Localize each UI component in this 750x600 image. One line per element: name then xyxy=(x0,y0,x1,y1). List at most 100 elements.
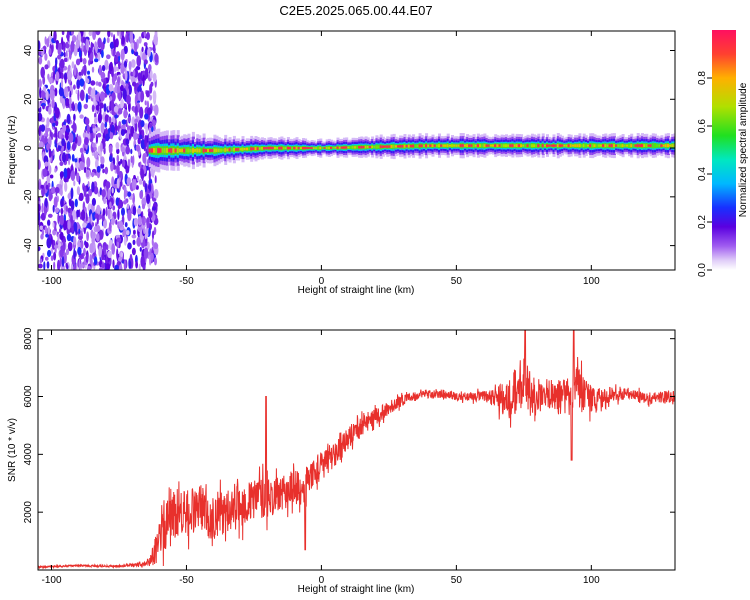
spectrogram-cell xyxy=(621,144,625,147)
spectrogram-cell xyxy=(127,116,131,122)
spectrogram-cell xyxy=(110,217,115,225)
spectrogram-cell xyxy=(99,102,104,109)
spectrogram-cell xyxy=(113,76,116,86)
spectrogram-cell xyxy=(91,181,95,193)
spectrogram-cell xyxy=(120,64,124,69)
spectrogram-cell xyxy=(51,186,56,194)
spectrogram-cell xyxy=(83,103,89,109)
spectrogram-cell xyxy=(494,144,498,147)
spectrogram-cell xyxy=(90,41,93,53)
spectrogram-cell xyxy=(110,161,114,172)
spectrogram-cell xyxy=(142,153,147,164)
spectrogram-cell xyxy=(524,144,528,147)
spectrogram-cell xyxy=(67,70,73,81)
spectrogram-cell xyxy=(219,148,223,152)
spectrogram-cell xyxy=(505,144,508,147)
spectrogram-cell xyxy=(384,145,387,148)
spectrogram-y-label: Frequency (Hz) xyxy=(7,116,18,185)
spectrogram-cell xyxy=(57,259,61,270)
spectrogram-cell xyxy=(94,116,98,125)
spectrogram-cell xyxy=(40,124,46,132)
spectrogram-cell xyxy=(507,144,511,147)
spectrogram-cell xyxy=(134,41,138,53)
spectrogram-cell xyxy=(115,142,120,150)
spectrogram-cell xyxy=(62,152,67,163)
spectrogram-cell xyxy=(123,259,127,270)
spectrogram-cell xyxy=(619,144,623,147)
spectrogram-cell xyxy=(474,144,478,147)
spectrogram-cell xyxy=(101,263,106,268)
spectrogram-cell xyxy=(65,248,70,256)
spectrogram-cell xyxy=(552,144,556,147)
spectrogram-cell xyxy=(235,148,238,151)
spectrogram-cell xyxy=(468,144,472,147)
spectrogram-cell xyxy=(70,40,75,53)
colorbar-gradient xyxy=(712,30,736,270)
spectrogram-cell xyxy=(145,165,149,171)
spectrogram-cell xyxy=(492,144,495,147)
y-tick-label: -40 xyxy=(23,238,34,253)
spectrogram-cell xyxy=(89,243,94,254)
spectrogram-cell xyxy=(135,144,141,152)
spectrogram-cell xyxy=(85,253,89,263)
colorbar-tick-label: 0.8 xyxy=(697,71,708,85)
spectrogram-cell xyxy=(96,132,102,138)
spectrogram-cell xyxy=(377,145,381,148)
spectrogram-cell xyxy=(123,45,128,55)
spectrogram-cell xyxy=(118,264,123,270)
spectrogram-cell xyxy=(362,146,366,149)
spectrogram-cell xyxy=(38,246,41,252)
spectrogram-cell xyxy=(122,88,128,100)
spectrogram-cell xyxy=(202,148,206,153)
spectrogram-cell xyxy=(139,134,143,140)
spectrogram-cell xyxy=(38,112,43,122)
spectrogram-cell xyxy=(131,59,136,68)
spectrogram-cell xyxy=(138,36,142,44)
spectrogram-cell xyxy=(70,170,76,182)
y-tick-label: -20 xyxy=(23,189,34,204)
spectrogram-cell xyxy=(105,207,108,217)
spectrogram-cell xyxy=(71,101,75,111)
spectrogram-cell xyxy=(48,48,52,56)
spectrogram-cell xyxy=(152,72,157,83)
spectrogram-cell xyxy=(95,159,99,169)
spectrogram-cell xyxy=(153,226,157,235)
spectrogram-cell xyxy=(375,145,379,149)
spectrogram-cell xyxy=(82,132,86,139)
spectrogram-cell xyxy=(93,146,97,151)
spectrogram-cell xyxy=(75,39,80,49)
spectrogram-cell xyxy=(103,147,106,155)
spectrogram-cell xyxy=(97,52,101,62)
spectrogram-cell xyxy=(65,153,69,162)
spectrogram-cell xyxy=(386,145,390,148)
spectrogram-cell xyxy=(666,144,670,148)
spectrogram-cell xyxy=(85,169,90,178)
spectrogram-cell xyxy=(165,148,169,153)
snr-frame xyxy=(37,329,676,571)
spectrogram-cell xyxy=(306,147,310,149)
spectrogram-cell xyxy=(295,146,299,150)
spectrogram-cell xyxy=(211,149,215,152)
spectrogram-cell xyxy=(59,228,62,234)
spectrogram-cell xyxy=(541,144,545,148)
spectrogram-cell xyxy=(62,124,67,133)
y-tick-label: 40 xyxy=(23,45,34,57)
spectrogram-cell xyxy=(194,149,197,152)
spectrogram-cell xyxy=(60,245,66,251)
spectrogram-cell xyxy=(517,144,521,147)
spectrogram-cell xyxy=(120,252,124,257)
spectrogram-cell xyxy=(38,141,44,149)
spectrogram-cell xyxy=(153,148,156,153)
spectrogram-cell xyxy=(124,222,128,228)
spectrogram-cell xyxy=(96,127,101,132)
spectrogram-cell xyxy=(104,59,109,71)
spectrogram-cell xyxy=(265,147,269,150)
spectrogram-cell xyxy=(105,133,110,142)
spectrogram-cell xyxy=(368,146,372,148)
spectrogram-cell xyxy=(76,209,80,218)
spectrogram-cell xyxy=(58,131,62,139)
spectrogram-cell xyxy=(146,107,152,116)
spectrogram-cell xyxy=(591,144,595,148)
spectrogram-cell xyxy=(582,144,586,148)
spectrogram-cell xyxy=(204,149,208,152)
